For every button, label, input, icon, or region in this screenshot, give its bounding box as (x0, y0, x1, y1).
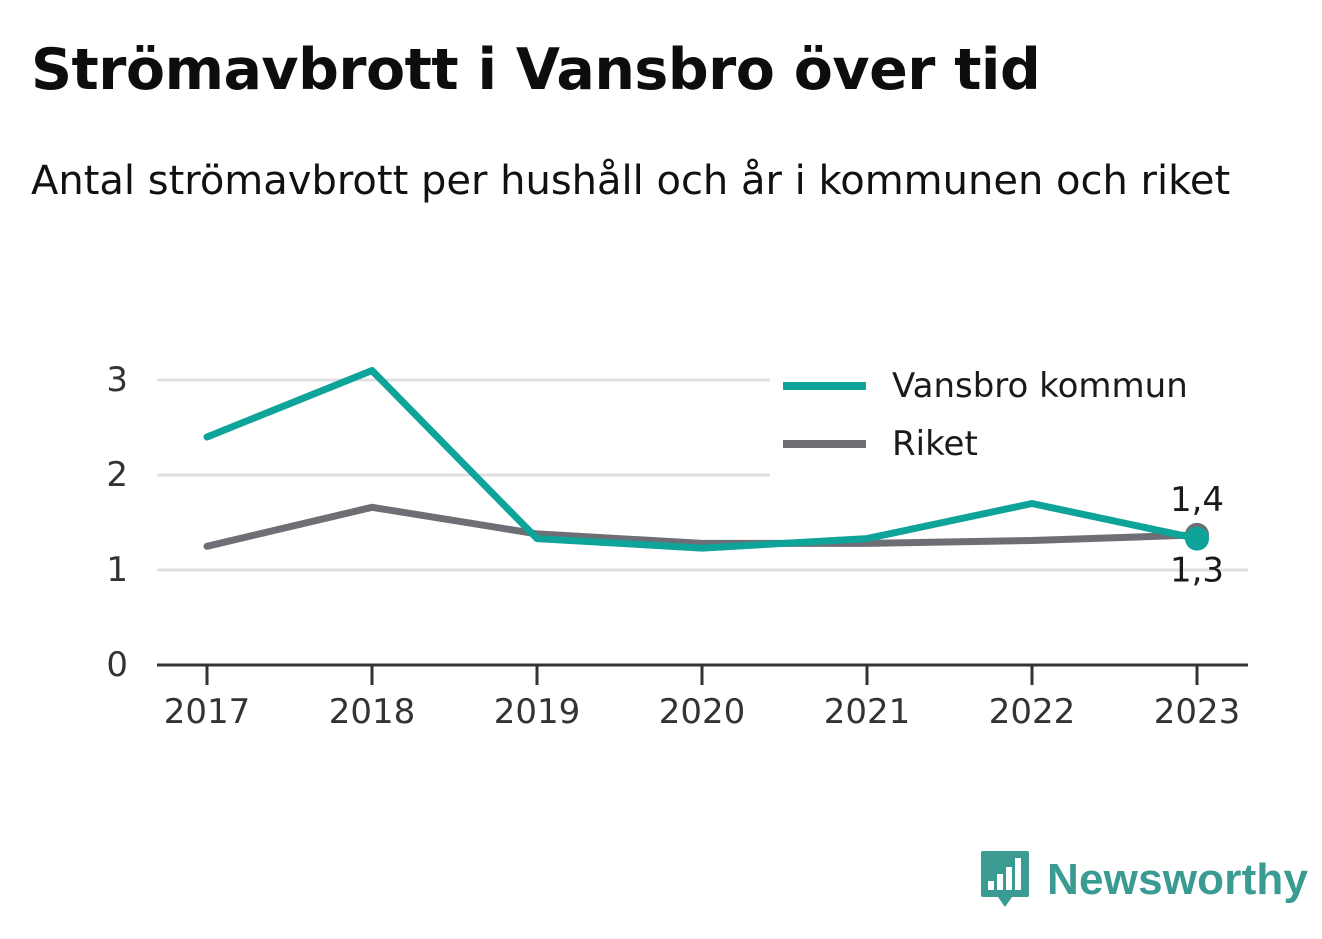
legend-label: Riket (892, 424, 978, 464)
x-tick-label: 2018 (329, 692, 416, 732)
bar-chart-speech-bubble-icon (981, 851, 1029, 907)
series-lines (203, 367, 1209, 552)
y-tick-label: 1 (106, 550, 128, 590)
legend: Vansbro kommun Riket (770, 355, 1248, 478)
end-value-label: 1,3 (1170, 551, 1224, 591)
x-tick-label: 2021 (824, 692, 911, 732)
legend-background (770, 355, 1248, 478)
brand-name: Newsworthy (1047, 855, 1309, 904)
y-tick-label: 3 (106, 360, 128, 400)
chart-title: Strömavbrott i Vansbro över tid (31, 37, 1041, 103)
y-tick-label: 0 (106, 645, 128, 685)
axes: 0 1 2 3 2017 2018 2019 2020 2021 2022 2023 (106, 360, 1248, 732)
x-tick-label: 2019 (494, 692, 581, 732)
data-labels: 1,4 1,3 (1170, 480, 1224, 591)
series-line (203, 503, 1201, 550)
end-value-label: 1,4 (1170, 480, 1224, 520)
x-tick-label: 2020 (659, 692, 746, 732)
x-tick-label: 2023 (1154, 692, 1241, 732)
x-tick-label: 2022 (989, 692, 1076, 732)
x-tick-label: 2017 (164, 692, 251, 732)
series-line (203, 367, 1201, 552)
legend-label: Vansbro kommun (892, 366, 1188, 406)
chart-subtitle: Antal strömavbrott per hushåll och år i … (31, 158, 1231, 204)
series-end-marker (1185, 526, 1209, 551)
y-tick-label: 2 (106, 455, 128, 495)
newsworthy-logo: Newsworthy (980, 848, 1308, 912)
